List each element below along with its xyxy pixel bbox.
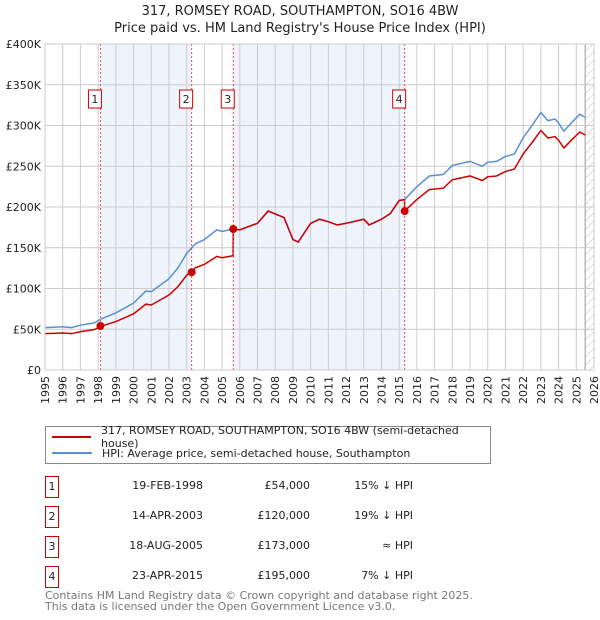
sale-row: 2 14-APR-2003 £120,000 19% ↓ HPI — [45, 506, 600, 528]
chart-subtitle: Price paid vs. HM Land Registry's House … — [114, 21, 486, 36]
x-tick-label: 2020 — [482, 376, 495, 404]
y-tick-label: £250K — [6, 160, 42, 173]
x-tick-label: 2023 — [535, 376, 548, 404]
sale-price: £54,000 — [264, 479, 311, 492]
x-tick-label: 2008 — [269, 376, 282, 404]
x-tick-label: 2011 — [322, 376, 335, 404]
sale-number: 4 — [45, 566, 59, 588]
sale-date: 23-APR-2015 — [131, 569, 203, 582]
y-tick-label: £150K — [6, 242, 42, 255]
legend-label-property: 317, ROMSEY ROAD, SOUTHAMPTON, SO16 4BW … — [101, 424, 459, 450]
x-tick-label: 1999 — [110, 376, 123, 404]
sale-row: 1 19-FEB-1998 £54,000 15% ↓ HPI — [45, 476, 600, 498]
sale-date: 18-AUG-2005 — [129, 539, 203, 552]
x-tick-label: 2022 — [517, 376, 530, 404]
x-tick-label: 2012 — [340, 376, 353, 404]
sale-date: 19-FEB-1998 — [132, 479, 203, 492]
sale-label-box — [87, 89, 102, 109]
x-tick-label: 2019 — [464, 376, 477, 404]
sale-price: £120,000 — [257, 509, 311, 522]
legend-item-hpi: HPI: Average price, semi-detached house,… — [52, 445, 410, 461]
sale-label: 3 — [224, 93, 231, 106]
chart-title: 317, ROMSEY ROAD, SOUTHAMPTON, SO16 4BW — [141, 4, 459, 19]
x-tick-label: 2026 — [588, 376, 600, 404]
legend: 317, ROMSEY ROAD, SOUTHAMPTON, SO16 4BW … — [45, 424, 491, 464]
sale-price: £173,000 — [257, 539, 311, 552]
x-tick-label: 2010 — [305, 376, 318, 404]
sale-label: 1 — [91, 93, 98, 106]
sale-label-box — [392, 89, 407, 109]
sale-label: 2 — [183, 93, 190, 106]
x-tick-label: 1997 — [74, 376, 87, 404]
x-tick-label: 2000 — [128, 376, 141, 404]
x-tick-label: 2007 — [252, 376, 265, 404]
x-tick-label: 2015 — [393, 376, 406, 404]
y-tick-label: £400K — [6, 38, 42, 51]
sale-point — [229, 225, 238, 234]
legend-swatch-hpi — [52, 452, 92, 454]
x-tick-label: 2021 — [499, 376, 512, 404]
y-tick-label: £100K — [6, 283, 42, 296]
sale-number: 2 — [45, 506, 59, 528]
sale-point — [96, 321, 105, 330]
sale-hpi-relation: 7% ↓ HPI — [361, 569, 413, 582]
x-tick-label: 1996 — [57, 376, 70, 404]
x-tick-label: 2005 — [216, 376, 229, 404]
sale-price: £195,000 — [257, 569, 311, 582]
legend-item-property: 317, ROMSEY ROAD, SOUTHAMPTON, SO16 4BW … — [52, 424, 490, 450]
x-tick-label: 2024 — [553, 376, 566, 404]
property-price-line — [44, 129, 586, 335]
sale-number: 3 — [45, 536, 59, 558]
footer-copyright: Contains HM Land Registry data © Crown c… — [45, 589, 473, 602]
sale-row: 4 23-APR-2015 £195,000 7% ↓ HPI — [45, 566, 600, 588]
y-tick-label: £300K — [6, 120, 42, 133]
sale-point — [187, 268, 196, 277]
sale-label: 4 — [396, 93, 403, 106]
y-tick-label: £350K — [6, 79, 42, 92]
x-tick-label: 2018 — [446, 376, 459, 404]
x-tick-label: 2013 — [358, 376, 371, 404]
x-tick-label: 2025 — [570, 376, 583, 404]
x-tick-label: 2006 — [234, 376, 247, 404]
sale-point — [400, 207, 409, 216]
sale-hpi-relation: 19% ↓ HPI — [354, 509, 413, 522]
sale-hpi-relation: ≈ HPI — [382, 539, 413, 552]
x-tick-label: 2001 — [145, 376, 158, 404]
sale-row: 3 18-AUG-2005 £173,000 ≈ HPI — [45, 536, 600, 558]
plot-border — [44, 43, 595, 371]
y-tick-label: £200K — [6, 201, 42, 214]
x-tick-label: 1998 — [92, 376, 105, 404]
sale-label-box — [179, 89, 194, 109]
sale-number: 1 — [45, 476, 59, 498]
x-tick-label: 2009 — [287, 376, 300, 404]
y-tick-label: £0 — [27, 364, 41, 377]
price-chart: 1995 1996 1997 1998 1999 2000 2001 2002 2003 2004… — [6, 38, 600, 404]
footer-licence: This data is licensed under the Open Gov… — [45, 600, 396, 613]
legend-label-hpi: HPI: Average price, semi-detached house,… — [102, 446, 411, 460]
sale-date: 14-APR-2003 — [131, 509, 203, 522]
x-tick-label: 2003 — [181, 376, 194, 404]
x-tick-label: 2016 — [411, 376, 424, 404]
x-tick-label: 2002 — [163, 376, 176, 404]
sale-label-box — [220, 89, 235, 109]
sale-hpi-relation: 15% ↓ HPI — [354, 479, 413, 492]
legend-swatch-property — [52, 436, 92, 438]
x-tick-label: 2014 — [375, 376, 388, 404]
x-tick-label: 2004 — [198, 376, 211, 404]
y-tick-label: £50K — [13, 323, 42, 336]
x-tick-label: 1995 — [39, 376, 52, 404]
x-tick-label: 2017 — [429, 376, 442, 404]
